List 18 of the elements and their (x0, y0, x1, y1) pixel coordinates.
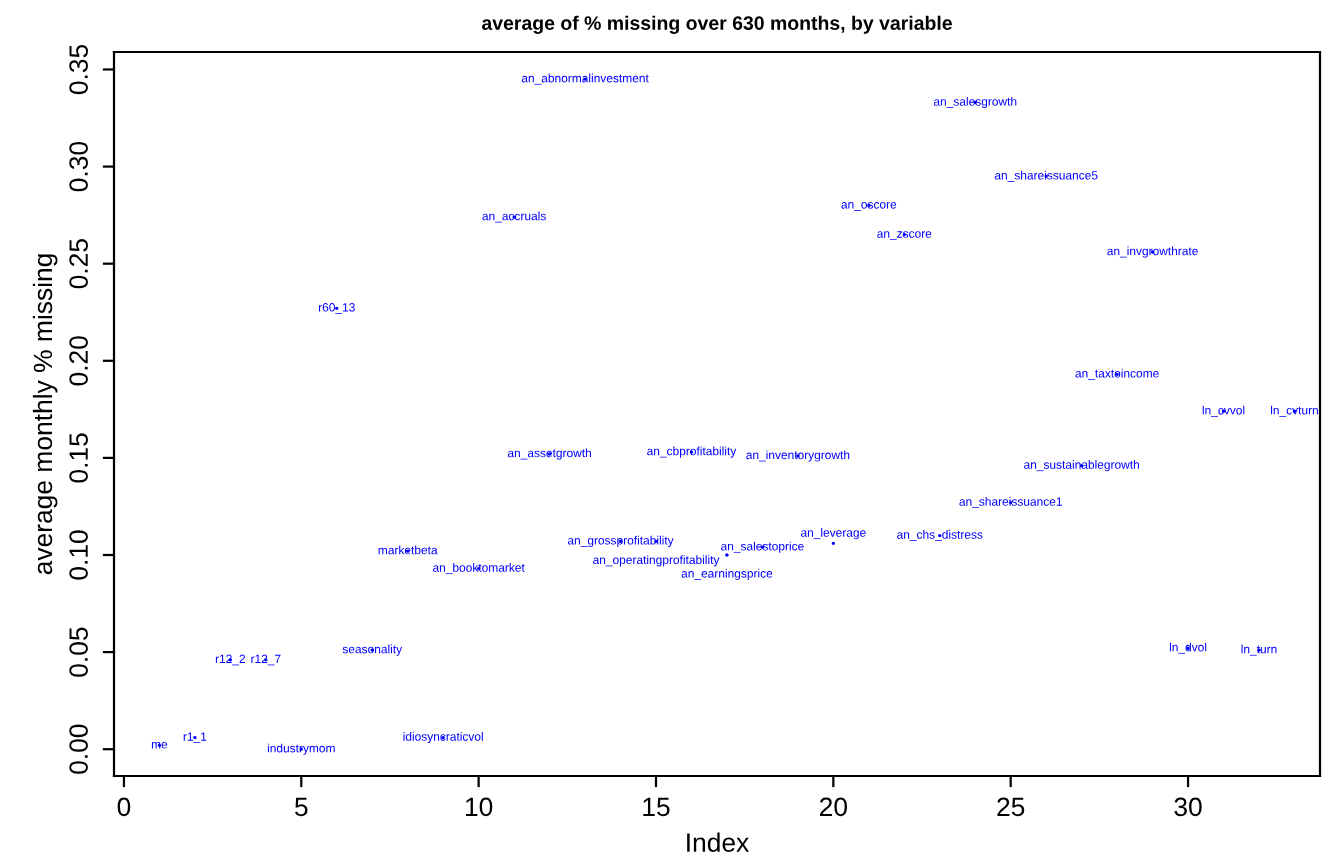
x-tick-label: 5 (295, 797, 308, 817)
y-tick-label: 0.05 (69, 627, 88, 677)
y-tick-label: 0.10 (69, 530, 88, 580)
x-tick-label: 15 (643, 797, 670, 817)
y-tick-label: 0.00 (69, 724, 88, 774)
x-axis-title: Index (687, 832, 749, 852)
x-tick-label: 10 (465, 797, 493, 817)
y-tick-label: 0.25 (69, 239, 88, 289)
x-tick-label: 25 (997, 797, 1025, 817)
y-axis-title: average monthly % missing (32, 254, 58, 575)
chart-title: average of % missing over 630 months, by variable (482, 15, 952, 34)
y-tick-label: 0.15 (69, 433, 88, 483)
y-tick-label: 0.30 (69, 141, 88, 192)
y-tick-label: 0.35 (69, 44, 88, 95)
y-tick-label: 0.20 (69, 336, 88, 386)
x-tick-label: 30 (1174, 797, 1202, 817)
x-tick-label: 0 (117, 797, 131, 817)
x-tick-label: 20 (820, 797, 847, 817)
